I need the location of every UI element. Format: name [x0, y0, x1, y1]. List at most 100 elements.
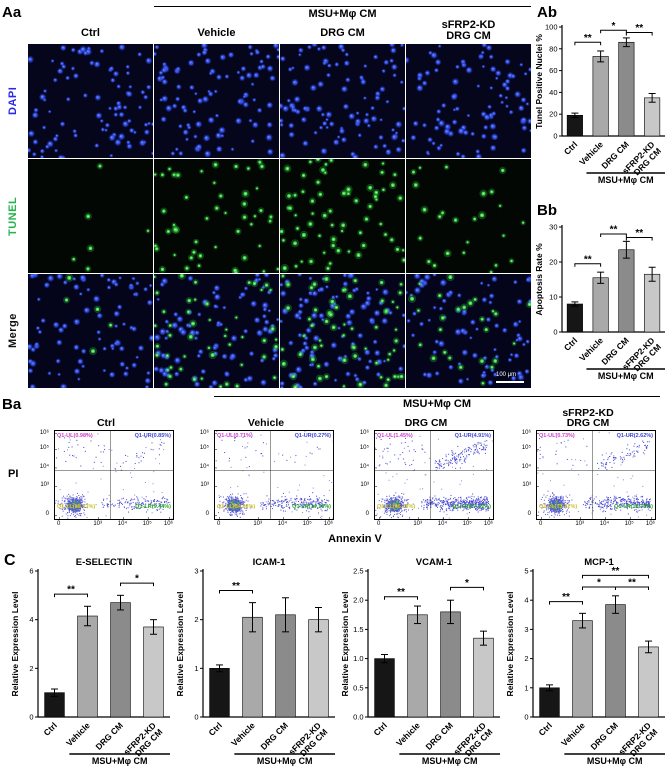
svg-text:2.5: 2.5 — [353, 567, 363, 576]
flow-ytick: 10⁴ — [359, 463, 369, 470]
group-bracket-line-ba — [214, 396, 660, 397]
flow-ytick: 10³ — [522, 482, 531, 489]
svg-text:2: 2 — [29, 664, 33, 673]
svg-text:0.0: 0.0 — [353, 713, 363, 722]
flow-y-axis-ticks: 0 10³ 10⁴ 10⁵ 10⁶ — [30, 430, 52, 522]
flow-ytick: 10⁶ — [39, 429, 49, 436]
svg-text:2: 2 — [194, 615, 198, 624]
svg-text:**: ** — [562, 592, 570, 603]
micro-cell-dapi-ctrl — [28, 44, 153, 158]
flow-ytick: 10⁵ — [359, 445, 369, 452]
flow-ytick: 10⁴ — [39, 463, 49, 470]
flow-xtick: 10⁵ — [142, 521, 152, 527]
flow-xtick: 10⁵ — [302, 521, 312, 527]
quadrant-ul-label: Q1-UL(0.98%) — [57, 433, 93, 439]
flow-x-axis-ticks: 0 10³ 10⁴ 10⁵ 10⁶ — [536, 521, 658, 531]
svg-text:MCP-1: MCP-1 — [584, 557, 614, 568]
flow-title-drg-cm: DRG CM — [404, 417, 448, 429]
svg-text:Relative Expression Level: Relative Expression Level — [340, 592, 350, 697]
flow-scatter-drg-cm — [375, 431, 493, 519]
col-label-ctrl: Ctrl — [81, 27, 100, 39]
flow-ytick: 10⁵ — [199, 445, 209, 452]
micro-cell-merge-vehicle — [154, 274, 279, 388]
svg-text:*: * — [597, 578, 601, 589]
flow-plot-vehicle: Q1-UL(0.71%) Q1-UR(0.27%) Q1-LL(84.86%) … — [214, 430, 334, 520]
svg-text:MSU+Mφ CM: MSU+Mφ CM — [257, 756, 313, 766]
row-label-merge: Merge — [7, 313, 19, 349]
svg-text:DRG CM: DRG CM — [93, 720, 124, 751]
microscopy-grid — [28, 44, 531, 388]
micro-cell-merge-drg-cm — [280, 274, 405, 388]
svg-text:1.0: 1.0 — [353, 654, 363, 663]
svg-text:1: 1 — [194, 664, 198, 673]
flow-y-axis-ticks: 0 10³ 10⁴ 10⁵ 10⁶ — [350, 430, 372, 522]
flow-scatter-ctrl — [55, 431, 173, 519]
svg-text:20: 20 — [549, 258, 557, 267]
svg-text:MSU+Mφ CM: MSU+Mφ CM — [598, 175, 654, 185]
svg-text:E-SELECTIN: E-SELECTIN — [76, 557, 133, 568]
chart-mcp-1: 0 1 2 3 4 5 Relative Expression Level MCP-1 Ctrl… — [505, 557, 665, 766]
micro-cell-tunel-drg-cm — [280, 159, 405, 273]
svg-text:Vehicle: Vehicle — [229, 720, 257, 748]
flow-x-axis-ticks: 0 10³ 10⁴ 10⁵ 10⁶ — [214, 521, 336, 531]
svg-text:**: ** — [610, 225, 618, 236]
svg-text:3: 3 — [524, 625, 528, 634]
flow-ytick: 10⁶ — [521, 429, 531, 436]
group-bracket-line-aa — [154, 6, 531, 7]
flow-ytick: 0 — [205, 511, 209, 518]
svg-text:0: 0 — [29, 713, 33, 722]
panel-label-aa: Aa — [2, 4, 22, 21]
svg-text:Vehicle: Vehicle — [559, 720, 587, 748]
svg-text:40: 40 — [549, 88, 557, 97]
flow-xtick: 0 — [57, 521, 61, 527]
svg-text:0: 0 — [553, 328, 557, 337]
svg-text:2.0: 2.0 — [353, 596, 363, 605]
flow-y-axis-ticks: 0 10³ 10⁴ 10⁵ 10⁶ — [190, 430, 212, 522]
svg-text:Ctrl: Ctrl — [206, 720, 223, 737]
svg-text:80: 80 — [549, 44, 557, 53]
flow-panel-vehicle: Vehicle Q1-UL(0.71%) Q1-UR(0.27%) Q1-LL(… — [190, 406, 342, 538]
svg-text:0: 0 — [553, 132, 557, 141]
svg-text:3: 3 — [194, 567, 198, 576]
micro-cell-merge-sfrp2 — [406, 274, 531, 388]
svg-text:**: ** — [612, 566, 620, 577]
svg-text:DRG CM: DRG CM — [423, 720, 454, 751]
flow-xtick: 10⁶ — [483, 521, 494, 527]
flow-ytick: 0 — [365, 511, 369, 518]
svg-text:Ctrl: Ctrl — [536, 720, 553, 737]
flow-xtick: 10³ — [93, 521, 102, 527]
flow-xtick: 10⁴ — [437, 521, 448, 527]
flow-xtick: 10⁵ — [624, 521, 634, 527]
quadrant-ll-label: Q1-LL(84.86%) — [217, 504, 256, 510]
col-label-vehicle: Vehicle — [197, 27, 236, 39]
svg-text:1: 1 — [524, 683, 528, 692]
svg-text:5: 5 — [524, 567, 528, 576]
quadrant-lr-label: Q1-LR(14.16%) — [292, 504, 331, 510]
svg-text:6: 6 — [29, 567, 33, 576]
flow-title-vehicle: Vehicle — [247, 417, 285, 429]
row-label-tunel: TUNEL — [7, 196, 19, 236]
flow-xtick: 10⁴ — [117, 521, 128, 527]
micro-cell-tunel-vehicle — [154, 159, 279, 273]
flow-ylabel-pi: PI — [8, 468, 19, 480]
flow-xtick: 10⁶ — [323, 521, 334, 527]
svg-text:Relative Expression Level: Relative Expression Level — [505, 592, 515, 697]
svg-text:MSU+Mφ CM: MSU+Mφ CM — [422, 756, 478, 766]
quadrant-ur-label: Q1-UR(2.62%) — [616, 433, 653, 439]
flow-ytick: 10⁵ — [521, 445, 531, 452]
svg-text:ICAM-1: ICAM-1 — [253, 557, 286, 568]
flow-ytick: 10⁴ — [521, 463, 531, 470]
chart-icam-1: 0 1 2 3 Relative Expression Level ICAM-1 Ctrl V… — [175, 557, 335, 766]
svg-text:**: ** — [584, 33, 592, 44]
svg-text:Apoptosis Rate %: Apoptosis Rate % — [534, 243, 544, 316]
svg-text:MSU+Mφ CM: MSU+Mφ CM — [598, 371, 654, 381]
flow-xlabel-annexin-v: Annexin V — [328, 533, 382, 545]
flow-xtick: 10⁵ — [462, 521, 472, 527]
flow-ytick: 10⁶ — [359, 429, 369, 436]
svg-text:60: 60 — [549, 66, 557, 75]
svg-text:MSU+Mφ CM: MSU+Mφ CM — [92, 756, 148, 766]
panel-label-c: C — [4, 552, 16, 569]
svg-text:100: 100 — [545, 23, 558, 32]
